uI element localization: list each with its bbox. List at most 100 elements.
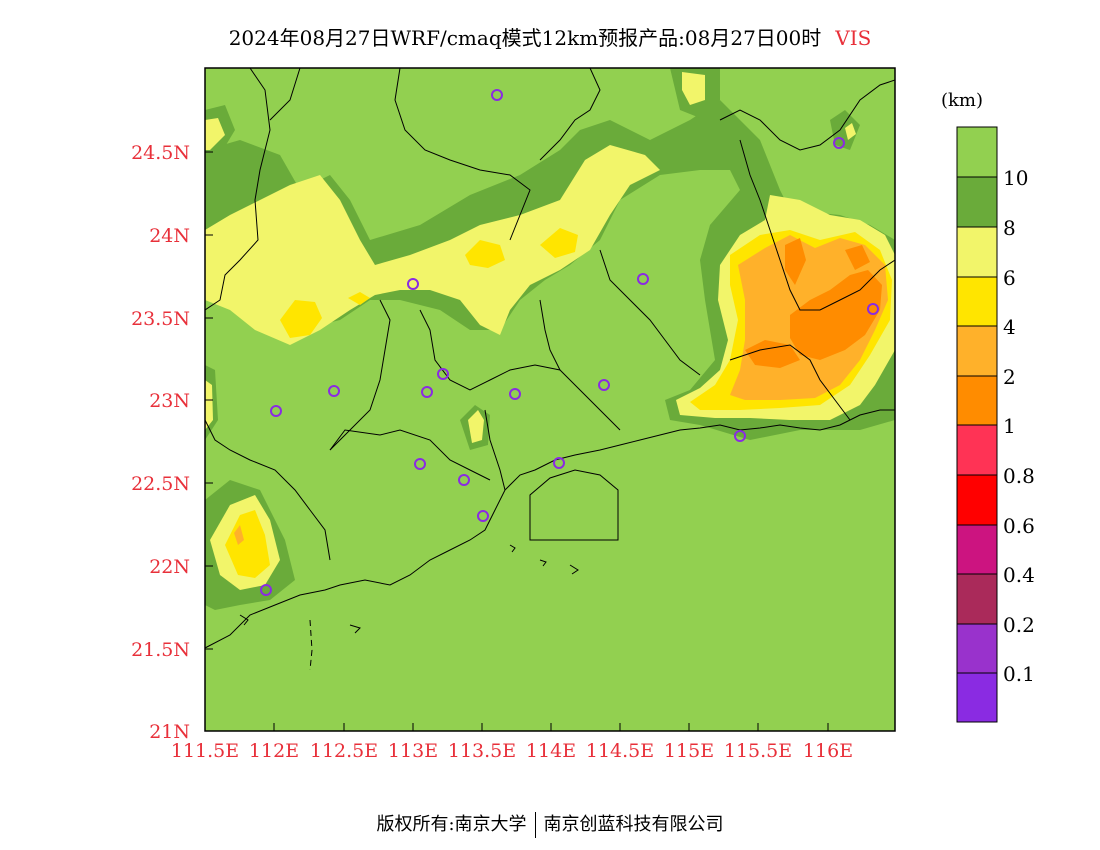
station-icon <box>553 457 565 469</box>
station-icon <box>437 368 449 380</box>
legend-swatch <box>957 376 997 425</box>
vis-4-blob-d <box>348 292 370 305</box>
vis-4-band-sw <box>225 510 270 578</box>
vis-4-blob-c <box>540 228 578 258</box>
lat-tick-label: 21N <box>149 721 190 743</box>
island-1 <box>509 544 516 553</box>
lat-tick-label: 24N <box>149 225 190 247</box>
lon-tick-label: 115E <box>663 740 715 762</box>
legend-swatch <box>957 326 997 376</box>
lon-tick-label: 114.5E <box>585 740 655 762</box>
legend-swatch <box>957 177 997 227</box>
vis-1-blob-b <box>785 238 806 285</box>
county-line-5 <box>329 429 491 481</box>
legend-label: 4 <box>1003 315 1016 339</box>
boundary-lines <box>205 68 895 671</box>
county-line-12 <box>484 409 506 491</box>
lat-tick-label: 22.5N <box>131 473 190 495</box>
legend-label: 0.6 <box>1003 514 1035 538</box>
legend-swatch <box>957 624 997 673</box>
legend-label: 2 <box>1003 365 1016 389</box>
legend-units: (km) <box>941 90 984 111</box>
vis-6-band-left-edge <box>205 380 213 430</box>
lon-tick-label: 112.5E <box>309 740 379 762</box>
vis-6-band-north <box>205 145 660 345</box>
legend-swatch <box>957 227 997 277</box>
station-icon <box>260 584 272 596</box>
province-border-west <box>205 419 331 561</box>
lon-tick-label: 116E <box>802 740 854 762</box>
island-4 <box>349 624 361 634</box>
legend-swatch <box>957 127 997 177</box>
station-icon <box>833 137 845 149</box>
footer-divider <box>534 812 536 838</box>
legend-label: 0.8 <box>1003 464 1035 488</box>
vis-6-band-top-right <box>682 72 705 105</box>
county-line-1 <box>329 299 391 451</box>
visibility-fill <box>205 68 895 731</box>
legend-swatch <box>957 277 997 326</box>
island-2 <box>539 559 547 567</box>
county-line-9 <box>739 139 895 311</box>
lon-tick-label: 115.5E <box>723 740 793 762</box>
lon-tick-label: 113.5E <box>447 740 517 762</box>
chart-title: 2024年08月27日WRF/cmaq模式12km预报产品:08月27日00时 V… <box>0 22 1100 51</box>
vis-1-blob-c <box>845 245 870 270</box>
vis-4-blob-b <box>465 240 505 268</box>
copyright-footer: 版权所有:南京大学 南京创蓝科技有限公司 <box>0 810 1100 838</box>
coastline <box>205 409 895 649</box>
lon-tick-label: 112E <box>248 740 300 762</box>
station-icon <box>414 458 426 470</box>
vis-6-band-center <box>468 410 484 443</box>
station-icon <box>458 474 470 486</box>
station-icon <box>734 430 746 442</box>
station-icon <box>421 386 433 398</box>
county-line-6 <box>394 68 531 241</box>
station-icon <box>328 385 340 397</box>
station-icon <box>270 405 282 417</box>
vis-1-band-east <box>790 270 882 360</box>
title-main: 2024年08月27日WRF/cmaq模式12km预报产品:08月27日00时 <box>228 26 822 50</box>
legend-label: 0.2 <box>1003 613 1035 637</box>
vis-6-band-ne-small <box>845 123 856 140</box>
county-line-3 <box>539 299 561 371</box>
lat-tick-label: 21.5N <box>131 639 190 661</box>
island-3 <box>569 564 579 575</box>
vis-4-blob-a <box>280 300 322 338</box>
legend-label: 0.1 <box>1003 662 1035 686</box>
station-icon <box>477 510 489 522</box>
county-line-11 <box>269 68 301 121</box>
legend-label: 10 <box>1003 166 1029 190</box>
lat-tick-label: 22N <box>149 556 190 578</box>
province-border-north <box>205 68 271 311</box>
legend-swatch <box>957 673 997 722</box>
vis-6-band-nw <box>205 118 225 150</box>
station-icon <box>598 379 610 391</box>
legend-label: 8 <box>1003 216 1016 240</box>
legend-label: 6 <box>1003 266 1016 290</box>
lat-tick-label: 23.5N <box>131 308 190 330</box>
lat-tick-label: 24.5N <box>131 142 190 164</box>
lon-tick-label: 113E <box>387 740 439 762</box>
footer-right: 南京创蓝科技有限公司 <box>543 814 724 835</box>
legend-label: 0.4 <box>1003 563 1035 587</box>
axis-ticks <box>205 151 829 731</box>
legend-label: 1 <box>1003 414 1016 438</box>
station-icon <box>407 278 419 290</box>
legend-swatch <box>957 475 997 525</box>
bay-outline <box>529 469 619 541</box>
vis-8-band-ne-small <box>830 110 860 150</box>
county-line-2 <box>419 309 621 431</box>
island-5 <box>239 614 249 626</box>
legend-frame <box>956 126 998 723</box>
legend-colorbar <box>956 126 998 723</box>
dashed-boundary <box>309 619 313 671</box>
station-icon <box>637 273 649 285</box>
legend-swatch <box>957 574 997 624</box>
lat-tick-label: 23N <box>149 390 190 412</box>
county-line-10 <box>729 344 851 421</box>
station-icon <box>491 89 503 101</box>
vis-1-blob-a <box>745 340 800 368</box>
footer-left: 版权所有:南京大学 <box>376 814 527 835</box>
